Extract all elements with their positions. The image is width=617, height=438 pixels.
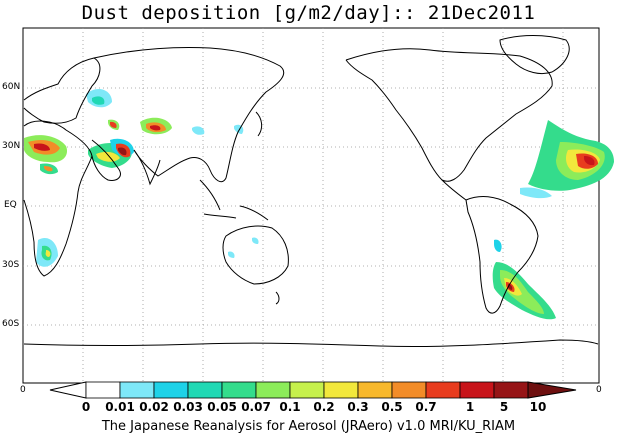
colorbar-left-arrow [49,381,87,399]
legend-label: 10 [530,400,547,414]
colorbar-labels: 0 0.01 0.02 0.03 0.05 0.07 0.1 0.2 0.3 0… [82,400,547,414]
dust-shading [24,88,614,320]
axis-edge-left: 0 [20,385,26,395]
legend-label: 0.7 [415,400,436,414]
colorbar [49,381,577,399]
legend-label: 0.2 [313,400,334,414]
legend-label: 0 [82,400,90,414]
lat-label-30n: 30N [2,141,21,151]
legend-label: 1 [466,400,474,414]
credit-line: The Japanese Reanalysis for Aerosol (JRA… [101,419,516,434]
legend-label: 0.3 [347,400,368,414]
lat-label-60n: 60N [2,82,21,92]
colorbar-right-arrow [527,381,577,399]
legend-label: 0.07 [241,400,271,414]
legend-label: 5 [500,400,508,414]
coastlines [23,35,599,348]
legend-label: 0.05 [207,400,237,414]
lat-label-30s: 30S [2,260,20,270]
legend-label: 0.03 [173,400,203,414]
lat-label-60s: 60S [2,319,20,329]
legend-label: 0.5 [381,400,402,414]
legend-label: 0.02 [139,400,169,414]
legend-label: 0.1 [279,400,300,414]
map-title: Dust deposition [g/m2/day]:: 21Dec2011 [81,2,536,24]
axis-edge-right: 0 [596,385,602,395]
lat-label-eq: EQ [4,200,17,210]
legend-label: 0.01 [105,400,135,414]
